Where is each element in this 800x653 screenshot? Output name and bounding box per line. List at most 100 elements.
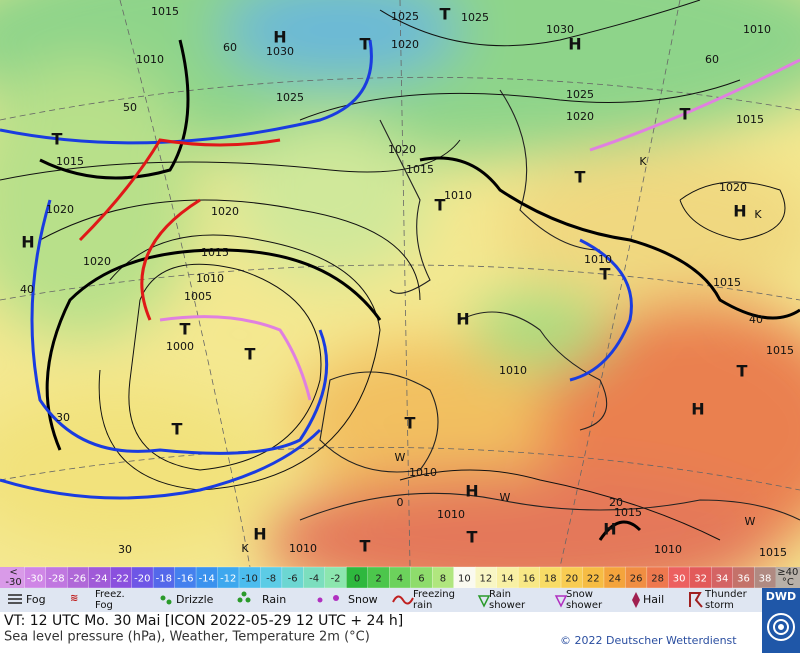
scale-label: -18	[156, 574, 172, 585]
isoline-label: K	[241, 542, 249, 555]
legend-label: Rain	[489, 589, 511, 600]
isoline-label: K	[639, 155, 647, 168]
occluded-front	[589, 58, 800, 152]
pressure-center: H	[456, 310, 469, 329]
isoline-label: 1020	[566, 110, 594, 123]
freezing-rain-icon	[392, 595, 414, 605]
scale-label: 12	[480, 574, 493, 585]
hail-icon	[632, 592, 640, 608]
scale-label: 18	[544, 574, 557, 585]
legend-label: Drizzle	[176, 593, 214, 606]
pressure-center: T	[575, 168, 586, 187]
isoline-label: 30	[56, 411, 70, 424]
scale-label: 20	[565, 574, 578, 585]
cold-front	[0, 428, 322, 500]
scale-label: 24	[608, 574, 621, 585]
pressure-center: T	[440, 5, 451, 24]
pressure-center: H	[21, 233, 34, 252]
scale-label: 36	[737, 574, 750, 585]
legend-label: Snow	[348, 593, 378, 606]
isoline-label: 20	[609, 496, 623, 509]
scale-label: 28	[651, 574, 664, 585]
pressure-center: T	[680, 105, 691, 124]
scale-cell-low	[0, 567, 25, 588]
warm-front	[140, 198, 201, 321]
isoline-label: 1020	[391, 38, 419, 51]
isoline-label: 1015	[766, 344, 794, 357]
isoline-label: W	[395, 451, 406, 464]
scale-label: -16	[177, 574, 193, 585]
warm-front	[78, 138, 281, 242]
isoline-label: W	[745, 515, 756, 528]
scale-label: -10	[242, 574, 258, 585]
isoline-label: 1005	[184, 290, 212, 303]
isoline-label: 1000	[166, 340, 194, 353]
pressure-center: H	[568, 35, 581, 54]
isoline-label: 1010	[743, 23, 771, 36]
scale-label: -2	[331, 574, 341, 585]
isoline-label: 1015	[151, 5, 179, 18]
legend-label: shower	[566, 600, 603, 611]
coastlines	[299, 89, 800, 521]
isoline-label: 50	[123, 101, 137, 114]
isoline-label: 1015	[56, 155, 84, 168]
dwd-logo-text: DWD	[766, 590, 796, 603]
scale-label: 10	[458, 574, 471, 585]
legend-label: rain	[413, 600, 432, 611]
scale-label: 30	[673, 574, 686, 585]
scale-label-low: <	[9, 567, 17, 578]
pressure-center: T	[172, 420, 183, 439]
legend-label: Fog	[26, 593, 46, 606]
scale-label: -20	[134, 574, 150, 585]
scale-label: 4	[397, 574, 403, 585]
pressure-center: T	[467, 528, 478, 547]
legend-label: Freez.	[95, 589, 125, 600]
isoline-label: 1010	[584, 253, 612, 266]
dwd-logo-symbol	[767, 613, 795, 641]
pressure-center: T	[180, 320, 191, 339]
scale-label: 14	[501, 574, 514, 585]
isoline-label: 1020	[719, 181, 747, 194]
isoline-label: 1020	[211, 205, 239, 218]
scale-label: -28	[48, 574, 64, 585]
isoline-label: 1010	[196, 272, 224, 285]
cold-front	[569, 238, 633, 382]
pressure-center: T	[405, 414, 416, 433]
scale-label: 26	[630, 574, 643, 585]
valid-time: VT: 12 UTC Mo. 30 Mai [ICON 2022-05-29 1…	[4, 613, 403, 629]
freezing-fog-icon: ≋	[70, 593, 78, 604]
isoline-label: 1025	[276, 91, 304, 104]
isoline-label: 1020	[83, 255, 111, 268]
graticule	[0, 0, 800, 567]
scale-label: -4	[309, 574, 319, 585]
scale-cell-high	[775, 567, 800, 588]
rain-shower-icon	[477, 595, 491, 608]
scale-label: -14	[199, 574, 215, 585]
isoline-label: 1025	[461, 11, 489, 24]
isoline-label: K	[754, 208, 762, 221]
scale-label: 38	[759, 574, 772, 585]
legend-label: shower	[489, 600, 526, 611]
thick-isobars	[39, 39, 800, 541]
isoline-label: 1020	[388, 143, 416, 156]
isoline-label: 1010	[289, 542, 317, 555]
scale-label-high: ≥40	[777, 567, 798, 578]
scale-label: 0	[354, 574, 360, 585]
pressure-center: H	[273, 28, 286, 47]
pressure-center: T	[245, 345, 256, 364]
isoline-label: 0	[397, 496, 404, 509]
snow-shower-icon	[554, 595, 568, 608]
pressure-center: T	[600, 265, 611, 284]
pressure-center: T	[52, 130, 63, 149]
isoline-label: 40	[20, 283, 34, 296]
isoline-label: 1015	[201, 246, 229, 259]
cold-front	[30, 199, 329, 455]
scale-label-high: °C	[782, 577, 794, 588]
fog-icon	[8, 594, 22, 604]
legend-label: Rain	[262, 593, 286, 606]
scale-label: -30	[27, 574, 43, 585]
scale-label: -26	[70, 574, 86, 585]
isoline-label: 1015	[406, 163, 434, 176]
legend-label: storm	[705, 600, 734, 611]
isoline-label: 1030	[266, 45, 294, 58]
